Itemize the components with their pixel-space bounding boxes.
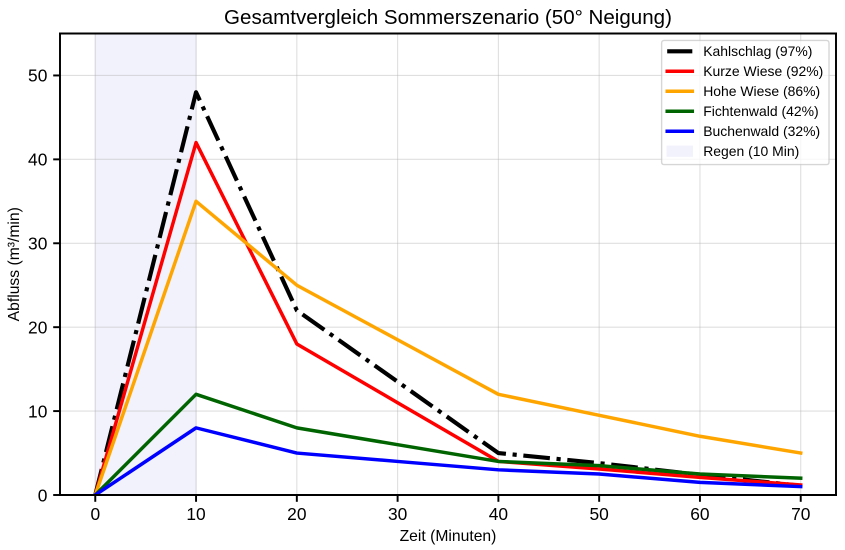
svg-text:70: 70 bbox=[791, 504, 810, 524]
svg-text:Regen (10 Min): Regen (10 Min) bbox=[703, 143, 799, 159]
svg-text:Zeit (Minuten): Zeit (Minuten) bbox=[400, 528, 497, 545]
svg-text:Abfluss (m³/min): Abfluss (m³/min) bbox=[6, 207, 23, 321]
svg-text:Kahlschlag (97%): Kahlschlag (97%) bbox=[703, 43, 812, 59]
svg-text:Hohe Wiese (86%): Hohe Wiese (86%) bbox=[703, 83, 820, 99]
svg-text:10: 10 bbox=[28, 401, 47, 421]
svg-text:Fichtenwald (42%): Fichtenwald (42%) bbox=[703, 103, 818, 119]
svg-text:40: 40 bbox=[489, 504, 508, 524]
svg-text:60: 60 bbox=[690, 504, 709, 524]
svg-text:20: 20 bbox=[28, 317, 47, 337]
svg-text:10: 10 bbox=[186, 504, 205, 524]
svg-text:Buchenwald (32%): Buchenwald (32%) bbox=[703, 123, 820, 139]
svg-text:20: 20 bbox=[287, 504, 306, 524]
svg-text:Gesamtvergleich Sommerszenario: Gesamtvergleich Sommerszenario (50° Neig… bbox=[224, 6, 672, 29]
svg-text:50: 50 bbox=[28, 66, 47, 86]
svg-text:30: 30 bbox=[388, 504, 407, 524]
svg-text:40: 40 bbox=[28, 150, 47, 170]
svg-text:50: 50 bbox=[590, 504, 609, 524]
svg-text:Kurze Wiese (92%): Kurze Wiese (92%) bbox=[703, 63, 823, 79]
svg-text:0: 0 bbox=[38, 485, 48, 505]
svg-text:30: 30 bbox=[28, 234, 47, 254]
svg-text:0: 0 bbox=[90, 504, 100, 524]
